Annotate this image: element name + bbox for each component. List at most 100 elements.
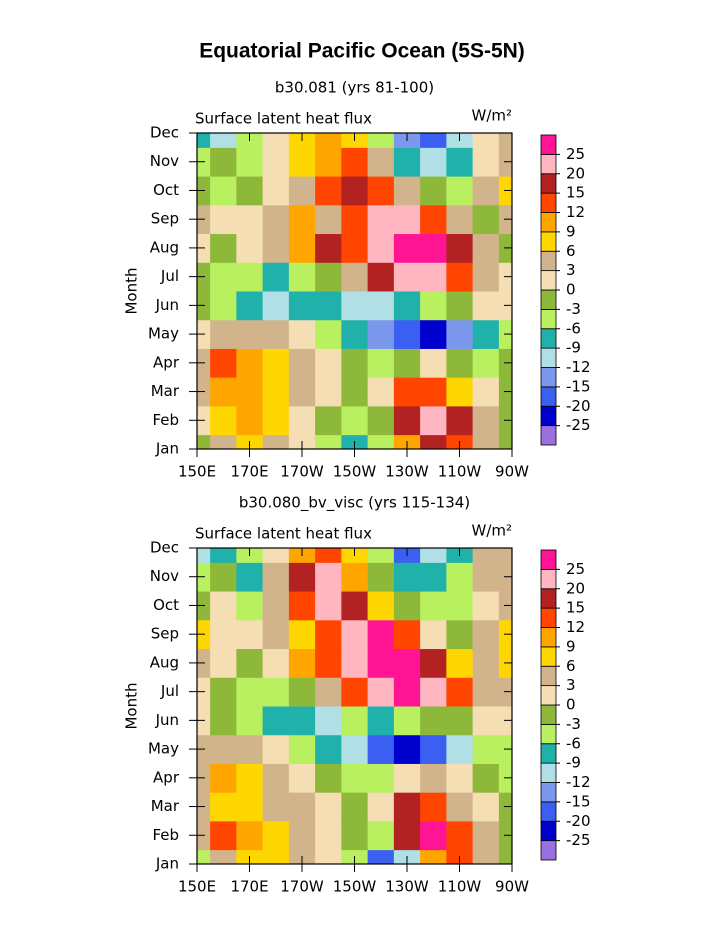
contour-cell bbox=[210, 706, 237, 736]
contour-cell bbox=[472, 291, 500, 321]
colorbar-label: -9 bbox=[566, 754, 581, 772]
colorbar-label: -20 bbox=[566, 812, 591, 830]
contour-cell bbox=[420, 204, 447, 235]
contour-cell bbox=[446, 792, 474, 822]
y-tick-label: Jul bbox=[160, 267, 179, 285]
contour-cell bbox=[446, 734, 474, 764]
colorbar-box bbox=[540, 192, 557, 213]
colorbar-label: -9 bbox=[566, 339, 581, 357]
contour-cell bbox=[367, 434, 395, 450]
contour-cell bbox=[367, 262, 395, 292]
contour-cell bbox=[420, 377, 447, 407]
contour-cell bbox=[236, 405, 264, 436]
contour-cell bbox=[472, 262, 500, 292]
contour-cell bbox=[472, 648, 500, 678]
colorbar-label: -25 bbox=[566, 831, 591, 849]
contour-cell bbox=[315, 434, 342, 450]
contour-cell bbox=[367, 648, 395, 678]
contour-cell bbox=[341, 562, 369, 592]
contour-cell bbox=[420, 619, 447, 650]
contour-cell bbox=[446, 319, 474, 349]
y-tick-label: Jun bbox=[155, 296, 179, 314]
contour-cell bbox=[393, 262, 421, 292]
contour-cell bbox=[315, 377, 342, 407]
x-tick-label: 150E bbox=[178, 463, 216, 481]
contour-cell bbox=[262, 849, 290, 865]
x-tick-label: 170E bbox=[230, 463, 268, 481]
contour-cell bbox=[341, 176, 369, 206]
colorbar-label: 6 bbox=[566, 242, 576, 260]
contour-cell bbox=[341, 763, 369, 793]
contour-cell bbox=[210, 176, 237, 206]
contour-cell bbox=[420, 591, 447, 621]
contour-cell bbox=[262, 763, 290, 793]
contour-cell bbox=[315, 591, 342, 621]
contour-cell bbox=[393, 792, 421, 822]
y-tick-label: Dec bbox=[150, 124, 179, 142]
contour-cell bbox=[446, 405, 474, 436]
contour-cell bbox=[315, 849, 342, 865]
contour-cell bbox=[262, 291, 290, 321]
contour-cell bbox=[472, 548, 500, 563]
contour-cell bbox=[262, 648, 290, 678]
contour-cell bbox=[341, 792, 369, 822]
contour-cell bbox=[393, 405, 421, 436]
contour-cell bbox=[262, 405, 290, 436]
contour-cell bbox=[236, 262, 264, 292]
colorbar-box bbox=[540, 405, 557, 427]
colorbar-box bbox=[540, 270, 557, 291]
colorbar-label: -15 bbox=[566, 377, 591, 395]
y-tick-label: Feb bbox=[152, 826, 179, 844]
contour-cell bbox=[367, 291, 395, 321]
contour-cell bbox=[315, 233, 342, 263]
contour-cell bbox=[420, 348, 447, 378]
contour-cell bbox=[367, 734, 395, 764]
contour-cell bbox=[446, 291, 474, 321]
contour-cell bbox=[210, 133, 237, 148]
contour-cell bbox=[315, 176, 342, 206]
colorbar-label: -12 bbox=[566, 358, 591, 376]
contour-cell bbox=[420, 648, 447, 678]
contour-cell bbox=[446, 706, 474, 736]
colorbar-box bbox=[540, 289, 557, 310]
contour-cell bbox=[420, 262, 447, 292]
contour-cell bbox=[236, 820, 264, 851]
contour-cell bbox=[288, 734, 316, 764]
colorbar-label: 9 bbox=[566, 222, 576, 240]
contour-cell bbox=[341, 619, 369, 650]
colorbar-box bbox=[540, 607, 557, 628]
colorbar-label: -20 bbox=[566, 397, 591, 415]
contour-cell bbox=[367, 377, 395, 407]
contour-cell bbox=[472, 377, 500, 407]
colorbar-box bbox=[540, 425, 557, 446]
y-tick-label: Feb bbox=[152, 411, 179, 429]
colorbar-label: 25 bbox=[566, 145, 585, 163]
y-axis-label: Month bbox=[123, 682, 141, 729]
contour-cell bbox=[262, 706, 290, 736]
contour-cell bbox=[367, 820, 395, 851]
contour-cell bbox=[498, 548, 513, 563]
contour-cell bbox=[498, 133, 513, 148]
contour-cell bbox=[236, 176, 264, 206]
contour-cell bbox=[210, 233, 237, 263]
x-tick-label: 110W bbox=[438, 463, 482, 481]
colorbar-box bbox=[540, 568, 557, 590]
contour-cell bbox=[315, 348, 342, 378]
contour-cell bbox=[420, 233, 447, 263]
contour-cell bbox=[236, 377, 264, 407]
contour-cell bbox=[210, 319, 237, 349]
contour-cell bbox=[341, 820, 369, 851]
contour-cell bbox=[393, 204, 421, 235]
subtitle: b30.080_bv_visc (yrs 115-134) bbox=[239, 494, 470, 513]
colorbar-box bbox=[540, 173, 557, 194]
contour-cell bbox=[262, 319, 290, 349]
y-tick-label: Aug bbox=[150, 238, 179, 256]
contour-cell bbox=[472, 820, 500, 851]
contour-cell bbox=[341, 204, 369, 235]
contour-cell bbox=[472, 706, 500, 736]
contour-cell bbox=[236, 147, 264, 177]
contour-cell bbox=[367, 792, 395, 822]
contour-cell bbox=[341, 734, 369, 764]
x-tick-label: 130W bbox=[385, 878, 429, 896]
contour-cell bbox=[288, 291, 316, 321]
